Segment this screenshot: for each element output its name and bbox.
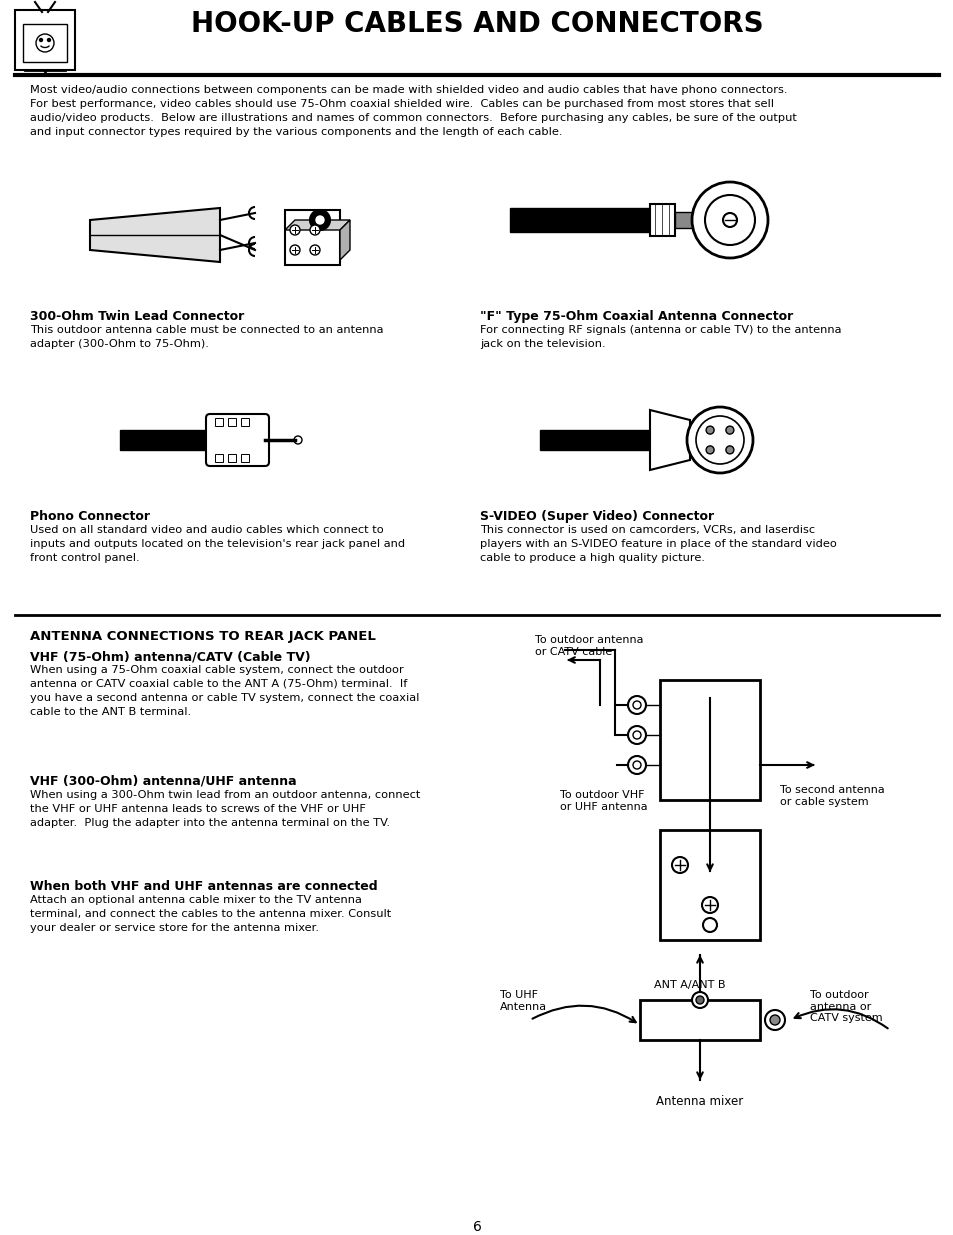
Text: For connecting RF signals (antenna or cable TV) to the antenna: For connecting RF signals (antenna or ca… xyxy=(479,325,841,335)
Text: This connector is used on camcorders, VCRs, and laserdisc: This connector is used on camcorders, VC… xyxy=(479,525,814,535)
Bar xyxy=(241,417,249,426)
Text: your dealer or service store for the antenna mixer.: your dealer or service store for the ant… xyxy=(30,923,318,932)
Circle shape xyxy=(627,697,645,714)
Text: VHF (300-Ohm) antenna/UHF antenna: VHF (300-Ohm) antenna/UHF antenna xyxy=(30,776,296,788)
Text: audio/video products.  Below are illustrations and names of common connectors.  : audio/video products. Below are illustra… xyxy=(30,112,796,124)
Circle shape xyxy=(627,756,645,774)
Text: This outdoor antenna cable must be connected to an antenna: This outdoor antenna cable must be conne… xyxy=(30,325,383,335)
Bar xyxy=(23,23,67,62)
Bar xyxy=(510,207,649,232)
Text: For best performance, video cables should use 75-Ohm coaxial shielded wire.  Cab: For best performance, video cables shoul… xyxy=(30,99,773,109)
Polygon shape xyxy=(90,207,220,262)
Bar xyxy=(15,10,75,70)
Circle shape xyxy=(705,426,714,433)
Circle shape xyxy=(36,35,54,52)
Circle shape xyxy=(48,38,51,42)
Text: HOOK-UP CABLES AND CONNECTORS: HOOK-UP CABLES AND CONNECTORS xyxy=(191,10,762,38)
Circle shape xyxy=(722,212,737,227)
Bar xyxy=(659,680,760,800)
Bar xyxy=(285,210,339,266)
Text: inputs and outputs located on the television's rear jack panel and: inputs and outputs located on the televi… xyxy=(30,538,405,550)
Text: "F" Type 75-Ohm Coaxial Antenna Connector: "F" Type 75-Ohm Coaxial Antenna Connecto… xyxy=(479,310,792,324)
Bar xyxy=(241,454,249,462)
Circle shape xyxy=(701,897,718,913)
Circle shape xyxy=(627,726,645,743)
Text: Attach an optional antenna cable mixer to the TV antenna: Attach an optional antenna cable mixer t… xyxy=(30,895,361,905)
Circle shape xyxy=(633,731,640,739)
Circle shape xyxy=(725,426,733,433)
Circle shape xyxy=(671,857,687,873)
Text: Phono Connector: Phono Connector xyxy=(30,510,150,522)
Text: cable to the ANT B terminal.: cable to the ANT B terminal. xyxy=(30,706,191,718)
Circle shape xyxy=(696,995,703,1004)
Bar xyxy=(659,830,760,940)
Text: antenna or CATV coaxial cable to the ANT A (75-Ohm) terminal.  If: antenna or CATV coaxial cable to the ANT… xyxy=(30,679,407,689)
Bar xyxy=(539,430,649,450)
Polygon shape xyxy=(339,220,350,261)
Bar xyxy=(228,417,235,426)
Bar xyxy=(228,454,235,462)
Circle shape xyxy=(310,210,330,230)
Circle shape xyxy=(39,38,43,42)
Circle shape xyxy=(691,992,707,1008)
Circle shape xyxy=(294,436,302,445)
Text: S-VIDEO (Super Video) Connector: S-VIDEO (Super Video) Connector xyxy=(479,510,714,522)
Text: To outdoor antenna
or CATV cable: To outdoor antenna or CATV cable xyxy=(535,635,643,657)
FancyBboxPatch shape xyxy=(206,414,269,466)
Text: you have a second antenna or cable TV system, connect the coaxial: you have a second antenna or cable TV sy… xyxy=(30,693,419,703)
Circle shape xyxy=(633,701,640,709)
Circle shape xyxy=(764,1010,784,1030)
Text: 300-Ohm Twin Lead Connector: 300-Ohm Twin Lead Connector xyxy=(30,310,244,324)
Circle shape xyxy=(310,225,319,235)
Polygon shape xyxy=(649,410,689,471)
Text: adapter (300-Ohm to 75-Ohm).: adapter (300-Ohm to 75-Ohm). xyxy=(30,338,209,350)
Bar xyxy=(214,454,223,462)
Circle shape xyxy=(725,446,733,454)
Circle shape xyxy=(705,446,714,454)
Circle shape xyxy=(315,216,324,224)
Text: ANTENNA CONNECTIONS TO REAR JACK PANEL: ANTENNA CONNECTIONS TO REAR JACK PANEL xyxy=(30,630,375,643)
Bar xyxy=(639,1000,760,1040)
Bar xyxy=(120,430,220,450)
Circle shape xyxy=(702,918,717,932)
Text: terminal, and connect the cables to the antenna mixer. Consult: terminal, and connect the cables to the … xyxy=(30,909,391,919)
Polygon shape xyxy=(285,220,350,230)
Text: To outdoor
antenna or
CATV system: To outdoor antenna or CATV system xyxy=(809,990,882,1024)
Circle shape xyxy=(704,195,754,245)
Circle shape xyxy=(290,225,299,235)
Circle shape xyxy=(691,182,767,258)
Text: players with an S-VIDEO feature in place of the standard video: players with an S-VIDEO feature in place… xyxy=(479,538,836,550)
Circle shape xyxy=(290,245,299,254)
Text: To second antenna
or cable system: To second antenna or cable system xyxy=(780,785,883,806)
Circle shape xyxy=(310,245,319,254)
Text: Most video/audio connections between components can be made with shielded video : Most video/audio connections between com… xyxy=(30,85,786,95)
Bar xyxy=(675,212,695,228)
Text: Used on all standard video and audio cables which connect to: Used on all standard video and audio cab… xyxy=(30,525,383,535)
Text: When both VHF and UHF antennas are connected: When both VHF and UHF antennas are conne… xyxy=(30,881,377,893)
Text: the VHF or UHF antenna leads to screws of the VHF or UHF: the VHF or UHF antenna leads to screws o… xyxy=(30,804,366,814)
Text: Antenna mixer: Antenna mixer xyxy=(656,1095,742,1108)
Text: When using a 300-Ohm twin lead from an outdoor antenna, connect: When using a 300-Ohm twin lead from an o… xyxy=(30,790,420,800)
Text: cable to produce a high quality picture.: cable to produce a high quality picture. xyxy=(479,553,704,563)
Bar xyxy=(214,417,223,426)
Text: and input connector types required by the various components and the length of e: and input connector types required by th… xyxy=(30,127,562,137)
Text: adapter.  Plug the adapter into the antenna terminal on the TV.: adapter. Plug the adapter into the anten… xyxy=(30,818,390,827)
Text: To outdoor VHF
or UHF antenna: To outdoor VHF or UHF antenna xyxy=(559,790,647,811)
Circle shape xyxy=(769,1015,780,1025)
Text: front control panel.: front control panel. xyxy=(30,553,139,563)
Text: When using a 75-Ohm coaxial cable system, connect the outdoor: When using a 75-Ohm coaxial cable system… xyxy=(30,664,403,676)
Text: jack on the television.: jack on the television. xyxy=(479,338,605,350)
Text: VHF (75-Ohm) antenna/CATV (Cable TV): VHF (75-Ohm) antenna/CATV (Cable TV) xyxy=(30,650,311,663)
Bar xyxy=(649,204,675,236)
Circle shape xyxy=(686,408,752,473)
Circle shape xyxy=(696,416,743,464)
Text: 6: 6 xyxy=(472,1220,481,1234)
Text: ANT A/ANT B: ANT A/ANT B xyxy=(654,981,725,990)
Text: To UHF
Antenna: To UHF Antenna xyxy=(499,990,547,1011)
Circle shape xyxy=(633,761,640,769)
